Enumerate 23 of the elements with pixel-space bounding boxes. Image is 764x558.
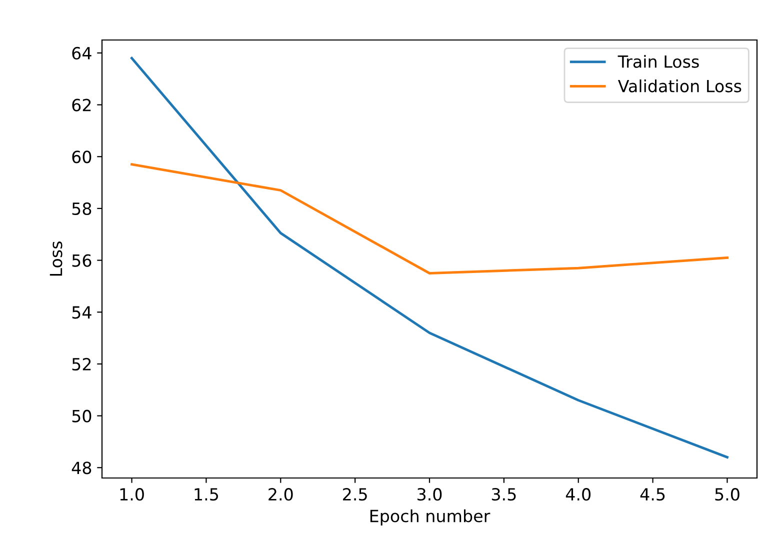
legend-label: Validation Loss <box>618 79 742 92</box>
y-tick-label: 58 <box>72 202 92 216</box>
y-tick-label: 64 <box>72 46 92 60</box>
x-tick-label: 2.5 <box>343 488 367 501</box>
y-tick-label: 50 <box>72 410 92 422</box>
x-axis-title: Epoch number <box>370 509 490 526</box>
x-tick-label: 2.0 <box>268 488 293 501</box>
x-tick-label: 4.0 <box>566 488 591 501</box>
legend-label: Train Loss <box>618 55 699 68</box>
y-tick-label: 54 <box>72 306 92 319</box>
y-tick-label: 48 <box>72 462 92 474</box>
x-tick-label: 1.5 <box>194 488 218 501</box>
y-tick-label: 52 <box>72 358 91 371</box>
y-axis-title: Loss <box>50 242 62 276</box>
y-tick-label: 60 <box>72 150 92 164</box>
line-series <box>130 163 728 275</box>
x-tick-label: 4.5 <box>640 488 665 501</box>
y-tick-label: 56 <box>72 254 92 267</box>
y-tick-label: 62 <box>72 98 91 112</box>
x-tick-label: 5.0 <box>715 488 740 501</box>
x-tick-label: 3.0 <box>418 488 442 501</box>
x-tick-label: 3.5 <box>492 488 516 501</box>
x-tick-label: 1.0 <box>120 488 144 501</box>
